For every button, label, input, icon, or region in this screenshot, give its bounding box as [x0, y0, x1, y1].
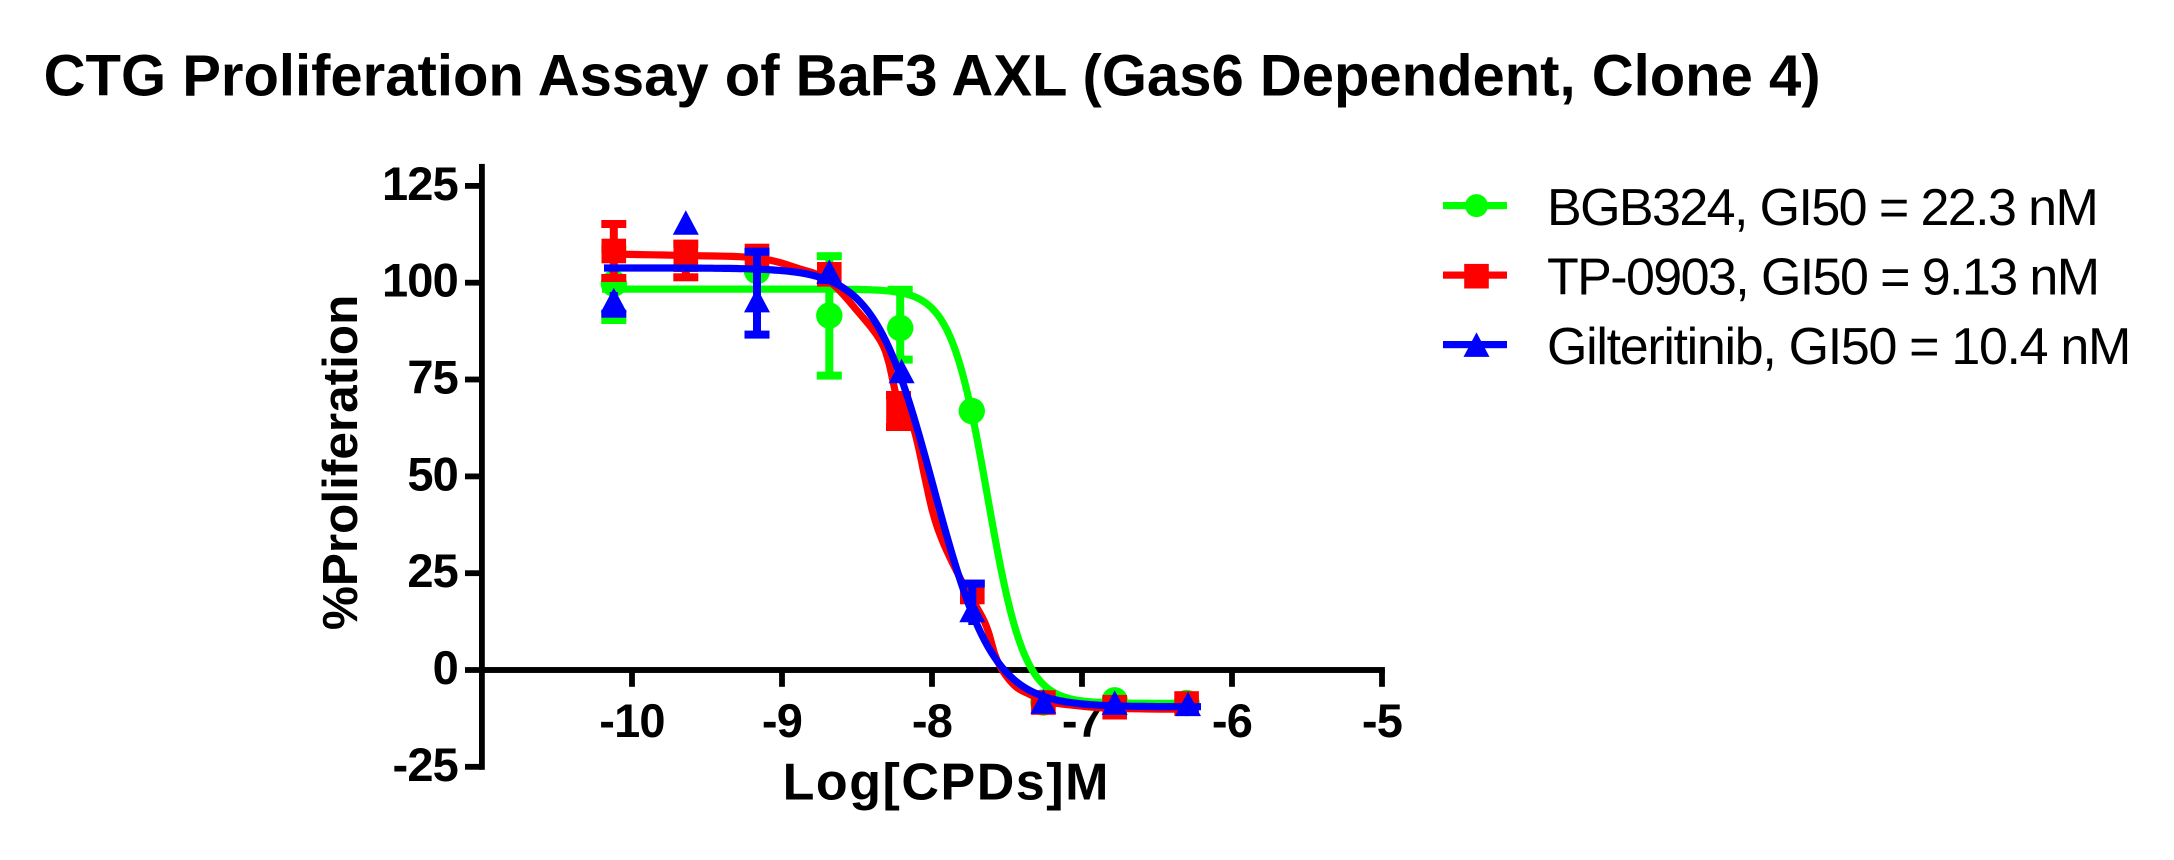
svg-text:75: 75 — [407, 351, 458, 404]
svg-text:-25: -25 — [392, 738, 458, 791]
svg-text:-6: -6 — [1212, 694, 1252, 747]
svg-text:50: 50 — [407, 447, 458, 500]
svg-text:Log[CPDs]M: Log[CPDs]M — [783, 753, 1110, 811]
svg-text:25: 25 — [407, 544, 458, 597]
svg-text:BGB324, GI50 = 22.3 nM: BGB324, GI50 = 22.3 nM — [1547, 179, 2097, 237]
svg-text:CTG Proliferation Assay of BaF: CTG Proliferation Assay of BaF3 AXL (Gas… — [44, 44, 1821, 109]
svg-text:TP-0903, GI50 = 9.13 nM: TP-0903, GI50 = 9.13 nM — [1547, 249, 2098, 307]
svg-text:-10: -10 — [599, 694, 665, 747]
svg-text:-9: -9 — [762, 694, 802, 747]
svg-text:-5: -5 — [1362, 694, 1402, 747]
svg-text:-8: -8 — [912, 694, 952, 747]
svg-text:125: 125 — [382, 157, 458, 210]
svg-text:0: 0 — [433, 641, 458, 694]
svg-text:Gilteritinib, GI50 = 10.4 nM: Gilteritinib, GI50 = 10.4 nM — [1547, 318, 2130, 376]
svg-text:100: 100 — [382, 254, 458, 307]
svg-text:%Proliferation: %Proliferation — [313, 295, 368, 631]
